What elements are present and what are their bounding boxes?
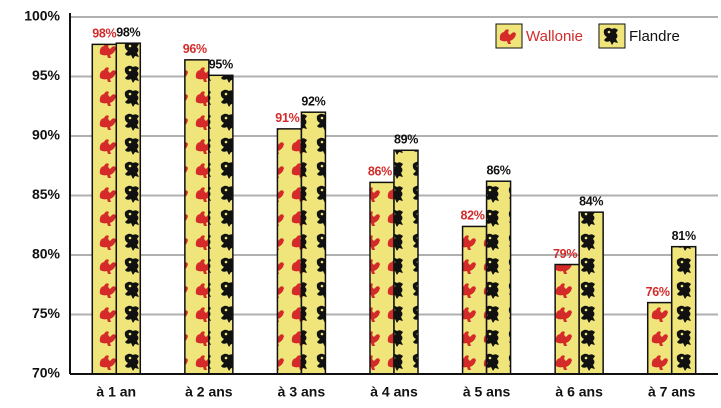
value-label: 84%	[579, 194, 603, 208]
value-label: 91%	[275, 111, 299, 125]
value-label: 95%	[209, 58, 233, 72]
x-tick-label: à 3 ans	[278, 384, 326, 400]
bar	[554, 263, 580, 375]
value-label: 98%	[116, 25, 140, 39]
legend-label: Wallonie	[526, 28, 583, 45]
value-label: 89%	[394, 133, 418, 147]
bar	[276, 128, 303, 375]
value-label: 82%	[460, 209, 484, 223]
legend-label: Flandre	[629, 28, 680, 45]
x-tick-label: à 2 ans	[185, 384, 233, 400]
x-tick-label: à 5 ans	[463, 384, 511, 400]
bar	[300, 111, 327, 375]
value-label: 92%	[301, 94, 325, 108]
bar	[485, 180, 512, 375]
bar	[184, 59, 210, 375]
bar	[369, 181, 395, 375]
value-label: 86%	[487, 164, 511, 178]
bar	[115, 42, 142, 375]
y-tick-label: 100%	[24, 8, 60, 24]
y-tick-label: 95%	[32, 67, 61, 83]
value-label: 86%	[368, 165, 392, 179]
bar	[461, 225, 488, 375]
y-tick-label: 85%	[32, 186, 61, 202]
bar	[578, 211, 604, 375]
value-label: 98%	[92, 27, 116, 41]
bar	[393, 149, 419, 375]
legend-icon	[495, 23, 523, 49]
y-tick-label: 90%	[32, 127, 61, 143]
y-tick-label: 75%	[32, 305, 61, 321]
x-tick-label: à 6 ans	[555, 384, 603, 400]
value-label: 76%	[646, 285, 670, 299]
x-tick-label: à 1 an	[96, 384, 136, 400]
bar	[91, 43, 118, 375]
x-tick-label: à 4 ans	[370, 384, 418, 400]
y-tick-label: 70%	[32, 365, 61, 381]
value-label: 81%	[672, 229, 696, 243]
bar	[670, 245, 697, 375]
bar	[646, 301, 673, 375]
x-tick-label: à 7 ans	[648, 384, 696, 400]
legend-icon	[598, 23, 626, 49]
y-tick-label: 80%	[32, 246, 61, 262]
bar	[208, 74, 234, 375]
value-label: 96%	[183, 42, 207, 56]
value-label: 79%	[553, 247, 577, 261]
